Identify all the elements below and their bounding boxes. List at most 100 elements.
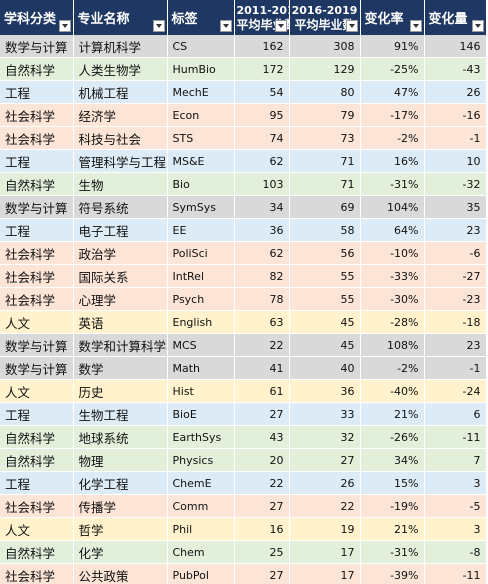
cell-avg-2016[interactable]: 45 xyxy=(289,333,361,357)
cell-avg-2011[interactable]: 27 xyxy=(234,494,290,518)
cell-category[interactable]: 自然科学 xyxy=(0,540,74,564)
cell-rate[interactable]: 15% xyxy=(360,471,425,495)
cell-tag[interactable]: SymSys xyxy=(167,195,235,219)
cell-avg-2016[interactable]: 55 xyxy=(289,264,361,288)
filter-dropdown-icon[interactable] xyxy=(409,20,422,32)
cell-tag[interactable]: EE xyxy=(167,218,235,242)
cell-tag[interactable]: EarthSys xyxy=(167,425,235,449)
cell-rate[interactable]: -17% xyxy=(360,103,425,127)
cell-avg-2016[interactable]: 308 xyxy=(289,35,361,58)
cell-rate[interactable]: 104% xyxy=(360,195,425,219)
cell-avg-2011[interactable]: 82 xyxy=(234,264,290,288)
cell-avg-2016[interactable]: 55 xyxy=(289,287,361,311)
cell-change[interactable]: 10 xyxy=(424,149,487,173)
cell-avg-2016[interactable]: 36 xyxy=(289,379,361,403)
cell-major[interactable]: 数学 xyxy=(73,356,168,380)
cell-major[interactable]: 物理 xyxy=(73,448,168,472)
filter-dropdown-icon[interactable] xyxy=(152,20,165,32)
cell-avg-2016[interactable]: 33 xyxy=(289,402,361,426)
cell-change[interactable]: -27 xyxy=(424,264,487,288)
cell-avg-2016[interactable]: 26 xyxy=(289,471,361,495)
filter-dropdown-icon[interactable] xyxy=(274,20,287,32)
cell-change[interactable]: 26 xyxy=(424,80,487,104)
cell-rate[interactable]: 64% xyxy=(360,218,425,242)
cell-category[interactable]: 自然科学 xyxy=(0,57,74,81)
cell-change[interactable]: 3 xyxy=(424,517,487,541)
cell-category[interactable]: 自然科学 xyxy=(0,425,74,449)
cell-tag[interactable]: PubPol xyxy=(167,563,235,584)
cell-change[interactable]: -23 xyxy=(424,287,487,311)
cell-rate[interactable]: -40% xyxy=(360,379,425,403)
cell-change[interactable]: -11 xyxy=(424,563,487,584)
cell-avg-2016[interactable]: 56 xyxy=(289,241,361,265)
cell-tag[interactable]: ChemE xyxy=(167,471,235,495)
cell-rate[interactable]: -31% xyxy=(360,540,425,564)
cell-rate[interactable]: 47% xyxy=(360,80,425,104)
cell-avg-2016[interactable]: 17 xyxy=(289,563,361,584)
cell-category[interactable]: 社会科学 xyxy=(0,287,74,311)
cell-change[interactable]: -18 xyxy=(424,310,487,334)
cell-avg-2016[interactable]: 58 xyxy=(289,218,361,242)
cell-category[interactable]: 社会科学 xyxy=(0,563,74,584)
cell-rate[interactable]: -19% xyxy=(360,494,425,518)
cell-major[interactable]: 哲学 xyxy=(73,517,168,541)
cell-change[interactable]: -6 xyxy=(424,241,487,265)
cell-avg-2016[interactable]: 80 xyxy=(289,80,361,104)
cell-major[interactable]: 科技与社会 xyxy=(73,126,168,150)
cell-avg-2011[interactable]: 78 xyxy=(234,287,290,311)
cell-category[interactable]: 工程 xyxy=(0,218,74,242)
cell-rate[interactable]: 21% xyxy=(360,517,425,541)
cell-rate[interactable]: -26% xyxy=(360,425,425,449)
cell-category[interactable]: 社会科学 xyxy=(0,494,74,518)
cell-change[interactable]: -16 xyxy=(424,103,487,127)
cell-major[interactable]: 管理科学与工程 xyxy=(73,149,168,173)
cell-rate[interactable]: -30% xyxy=(360,287,425,311)
cell-tag[interactable]: Econ xyxy=(167,103,235,127)
cell-avg-2011[interactable]: 63 xyxy=(234,310,290,334)
cell-tag[interactable]: CS xyxy=(167,35,235,58)
cell-tag[interactable]: MS&E xyxy=(167,149,235,173)
cell-avg-2011[interactable]: 41 xyxy=(234,356,290,380)
cell-rate[interactable]: -28% xyxy=(360,310,425,334)
cell-change[interactable]: -1 xyxy=(424,126,487,150)
cell-avg-2011[interactable]: 22 xyxy=(234,471,290,495)
cell-category[interactable]: 自然科学 xyxy=(0,448,74,472)
cell-change[interactable]: 3 xyxy=(424,471,487,495)
cell-change[interactable]: 6 xyxy=(424,402,487,426)
cell-avg-2011[interactable]: 43 xyxy=(234,425,290,449)
cell-major[interactable]: 政治学 xyxy=(73,241,168,265)
cell-category[interactable]: 社会科学 xyxy=(0,241,74,265)
cell-category[interactable]: 数学与计算 xyxy=(0,333,74,357)
cell-change[interactable]: 146 xyxy=(424,35,487,58)
cell-rate[interactable]: -2% xyxy=(360,356,425,380)
cell-avg-2011[interactable]: 36 xyxy=(234,218,290,242)
cell-major[interactable]: 生物 xyxy=(73,172,168,196)
cell-avg-2016[interactable]: 129 xyxy=(289,57,361,81)
cell-change[interactable]: 23 xyxy=(424,333,487,357)
cell-major[interactable]: 电子工程 xyxy=(73,218,168,242)
cell-avg-2011[interactable]: 162 xyxy=(234,35,290,58)
cell-avg-2011[interactable]: 16 xyxy=(234,517,290,541)
cell-category[interactable]: 数学与计算 xyxy=(0,35,74,58)
cell-avg-2011[interactable]: 27 xyxy=(234,402,290,426)
cell-rate[interactable]: -10% xyxy=(360,241,425,265)
cell-change[interactable]: 35 xyxy=(424,195,487,219)
cell-change[interactable]: -24 xyxy=(424,379,487,403)
cell-major[interactable]: 化学 xyxy=(73,540,168,564)
cell-avg-2016[interactable]: 71 xyxy=(289,149,361,173)
cell-avg-2016[interactable]: 69 xyxy=(289,195,361,219)
cell-rate[interactable]: 34% xyxy=(360,448,425,472)
cell-avg-2011[interactable]: 27 xyxy=(234,563,290,584)
cell-rate[interactable]: -33% xyxy=(360,264,425,288)
cell-rate[interactable]: 16% xyxy=(360,149,425,173)
cell-avg-2011[interactable]: 74 xyxy=(234,126,290,150)
cell-major[interactable]: 历史 xyxy=(73,379,168,403)
cell-avg-2016[interactable]: 19 xyxy=(289,517,361,541)
cell-avg-2016[interactable]: 79 xyxy=(289,103,361,127)
cell-category[interactable]: 数学与计算 xyxy=(0,356,74,380)
cell-tag[interactable]: HumBio xyxy=(167,57,235,81)
cell-avg-2011[interactable]: 62 xyxy=(234,241,290,265)
cell-avg-2016[interactable]: 73 xyxy=(289,126,361,150)
cell-category[interactable]: 社会科学 xyxy=(0,126,74,150)
cell-rate[interactable]: -39% xyxy=(360,563,425,584)
